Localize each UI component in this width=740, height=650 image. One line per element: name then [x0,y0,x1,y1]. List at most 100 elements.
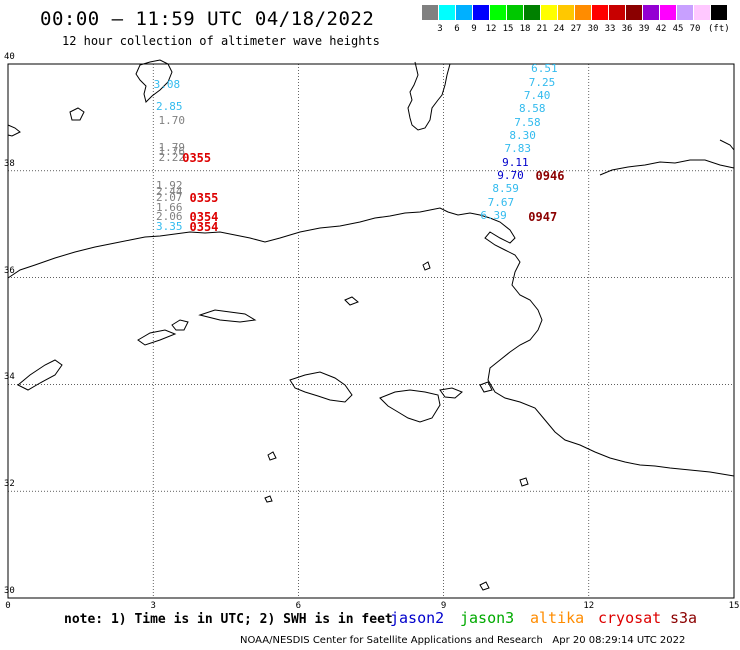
longitude-tick: 9 [440,601,447,611]
islet-coastline [264,495,273,503]
latitude-tick: 40 [4,52,15,62]
scale-label: 27 [570,24,582,34]
wave-height-label: 8.59 [492,182,519,196]
scale-label: 6 [454,24,460,34]
scale-swatch [592,5,608,20]
wave-height-label: 9.11 [502,155,529,169]
pass-time-label: 0355 [189,191,219,206]
scale-swatch [490,5,506,20]
scale-label: 36 [621,24,633,34]
scale-label: 70 [689,24,701,34]
wave-height-label: 3.35 [156,220,183,234]
satellite-legend-s3a: s3a [670,609,698,627]
island-coastline [379,389,441,423]
islet-coastline [479,581,490,591]
latitude-tick: 36 [4,265,15,276]
islet-coastline [519,477,529,487]
scale-label: 3 [437,24,443,34]
wave-height-label: 3.08 [153,78,181,92]
scale-swatch [575,5,591,20]
wave-height-label: 2.07 [156,191,183,205]
italy-coastline [719,139,735,151]
wave-height-label: 6.39 [480,209,507,223]
scale-label: 39 [638,24,650,34]
islet-coastline [344,296,359,306]
islet-coastline [422,261,431,271]
satellite-legend-jason2: jason2 [390,609,445,627]
crete-coastline [289,371,353,403]
lat-lon-gridlines [8,64,734,598]
wave-height-label: 8.30 [509,129,536,143]
scale-swatch [541,5,557,20]
scale-label: 12 [485,24,497,34]
scale-swatch [456,5,472,20]
scale-swatch [524,5,540,20]
scale-swatch [507,5,523,20]
scale-swatch [439,5,455,20]
footer-credit: NOAA/NESDIS Center for Satellite Applica… [240,635,686,646]
scale-label: 9 [471,24,477,34]
scale-swatch [694,5,710,20]
wave-height-label: 1.70 [158,114,185,128]
scale-label: 42 [655,24,667,34]
sardinia-coastline [407,61,451,131]
longitude-tick: 6 [295,601,302,611]
page-title: 00:00 – 11:59 UTC 04/18/2022 [40,8,375,30]
wave-height-label: 2.22 [158,150,185,164]
scale-swatch [473,5,489,20]
ibiza-coastline [69,107,85,121]
wave-height-label: 7.67 [487,195,515,209]
wave-height-label: 8.58 [519,102,546,116]
wave-height-label: 7.25 [528,75,556,89]
wave-height-label: 6.51 [531,62,558,76]
islet-coastline [137,329,177,346]
latitude-tick: 30 [4,586,15,596]
satellite-legend-cryosat: cryosat [598,609,662,627]
sicily-coastline [599,159,735,176]
scale-label: 21 [536,24,548,34]
wave-height-label: 1.92 [156,178,183,192]
wave-height-label: 2.44 [156,185,183,199]
islet-coastline [171,319,189,331]
scale-swatch [558,5,574,20]
pass-time-label: 0355 [182,150,212,165]
wave-height-map [7,59,735,599]
wave-height-label: 1.79 [158,141,185,155]
scale-label: 33 [604,24,616,34]
islet-coastline [479,381,493,393]
north-africa-coastline [7,207,735,477]
islet-coastline [267,451,277,461]
pass-time-label: 0947 [528,210,558,225]
scale-label: 30 [587,24,599,34]
scale-swatch [626,5,642,20]
scale-swatch [609,5,625,20]
longitude-tick: 0 [5,601,11,611]
menorca-coastline [7,124,21,137]
longitude-tick: 12 [583,601,595,611]
islet-coastline [198,309,257,323]
wave-height-label: 9.70 [497,169,524,183]
page-subtitle: 12 hour collection of altimeter wave hei… [62,34,380,48]
longitude-tick: 15 [728,601,740,611]
wave-height-label: 7.58 [514,115,541,129]
wave-height-label: 2.06 [156,210,183,224]
scale-label: 18 [519,24,531,34]
satellite-legend-altika: altika [530,609,585,627]
longitude-tick: 3 [150,601,156,611]
scale-label: 24 [553,24,565,34]
map-frame [7,63,735,599]
pass-time-label: 0354 [189,220,219,235]
islet-coastline [17,359,63,391]
scale-swatch [422,5,438,20]
latitude-tick: 32 [4,479,15,490]
wave-height-label: 7.40 [523,89,551,103]
satellite-legend-jason3: jason3 [460,609,515,627]
latitude-tick: 38 [4,158,15,169]
scale-unit: (ft) [708,24,730,34]
wave-height-label: 7.83 [504,142,532,156]
scale-swatch [677,5,693,20]
mallorca-coastline [135,59,173,103]
scale-label: 45 [672,24,684,34]
wave-height-label: 1.76 [158,145,185,159]
scale-swatch [660,5,676,20]
